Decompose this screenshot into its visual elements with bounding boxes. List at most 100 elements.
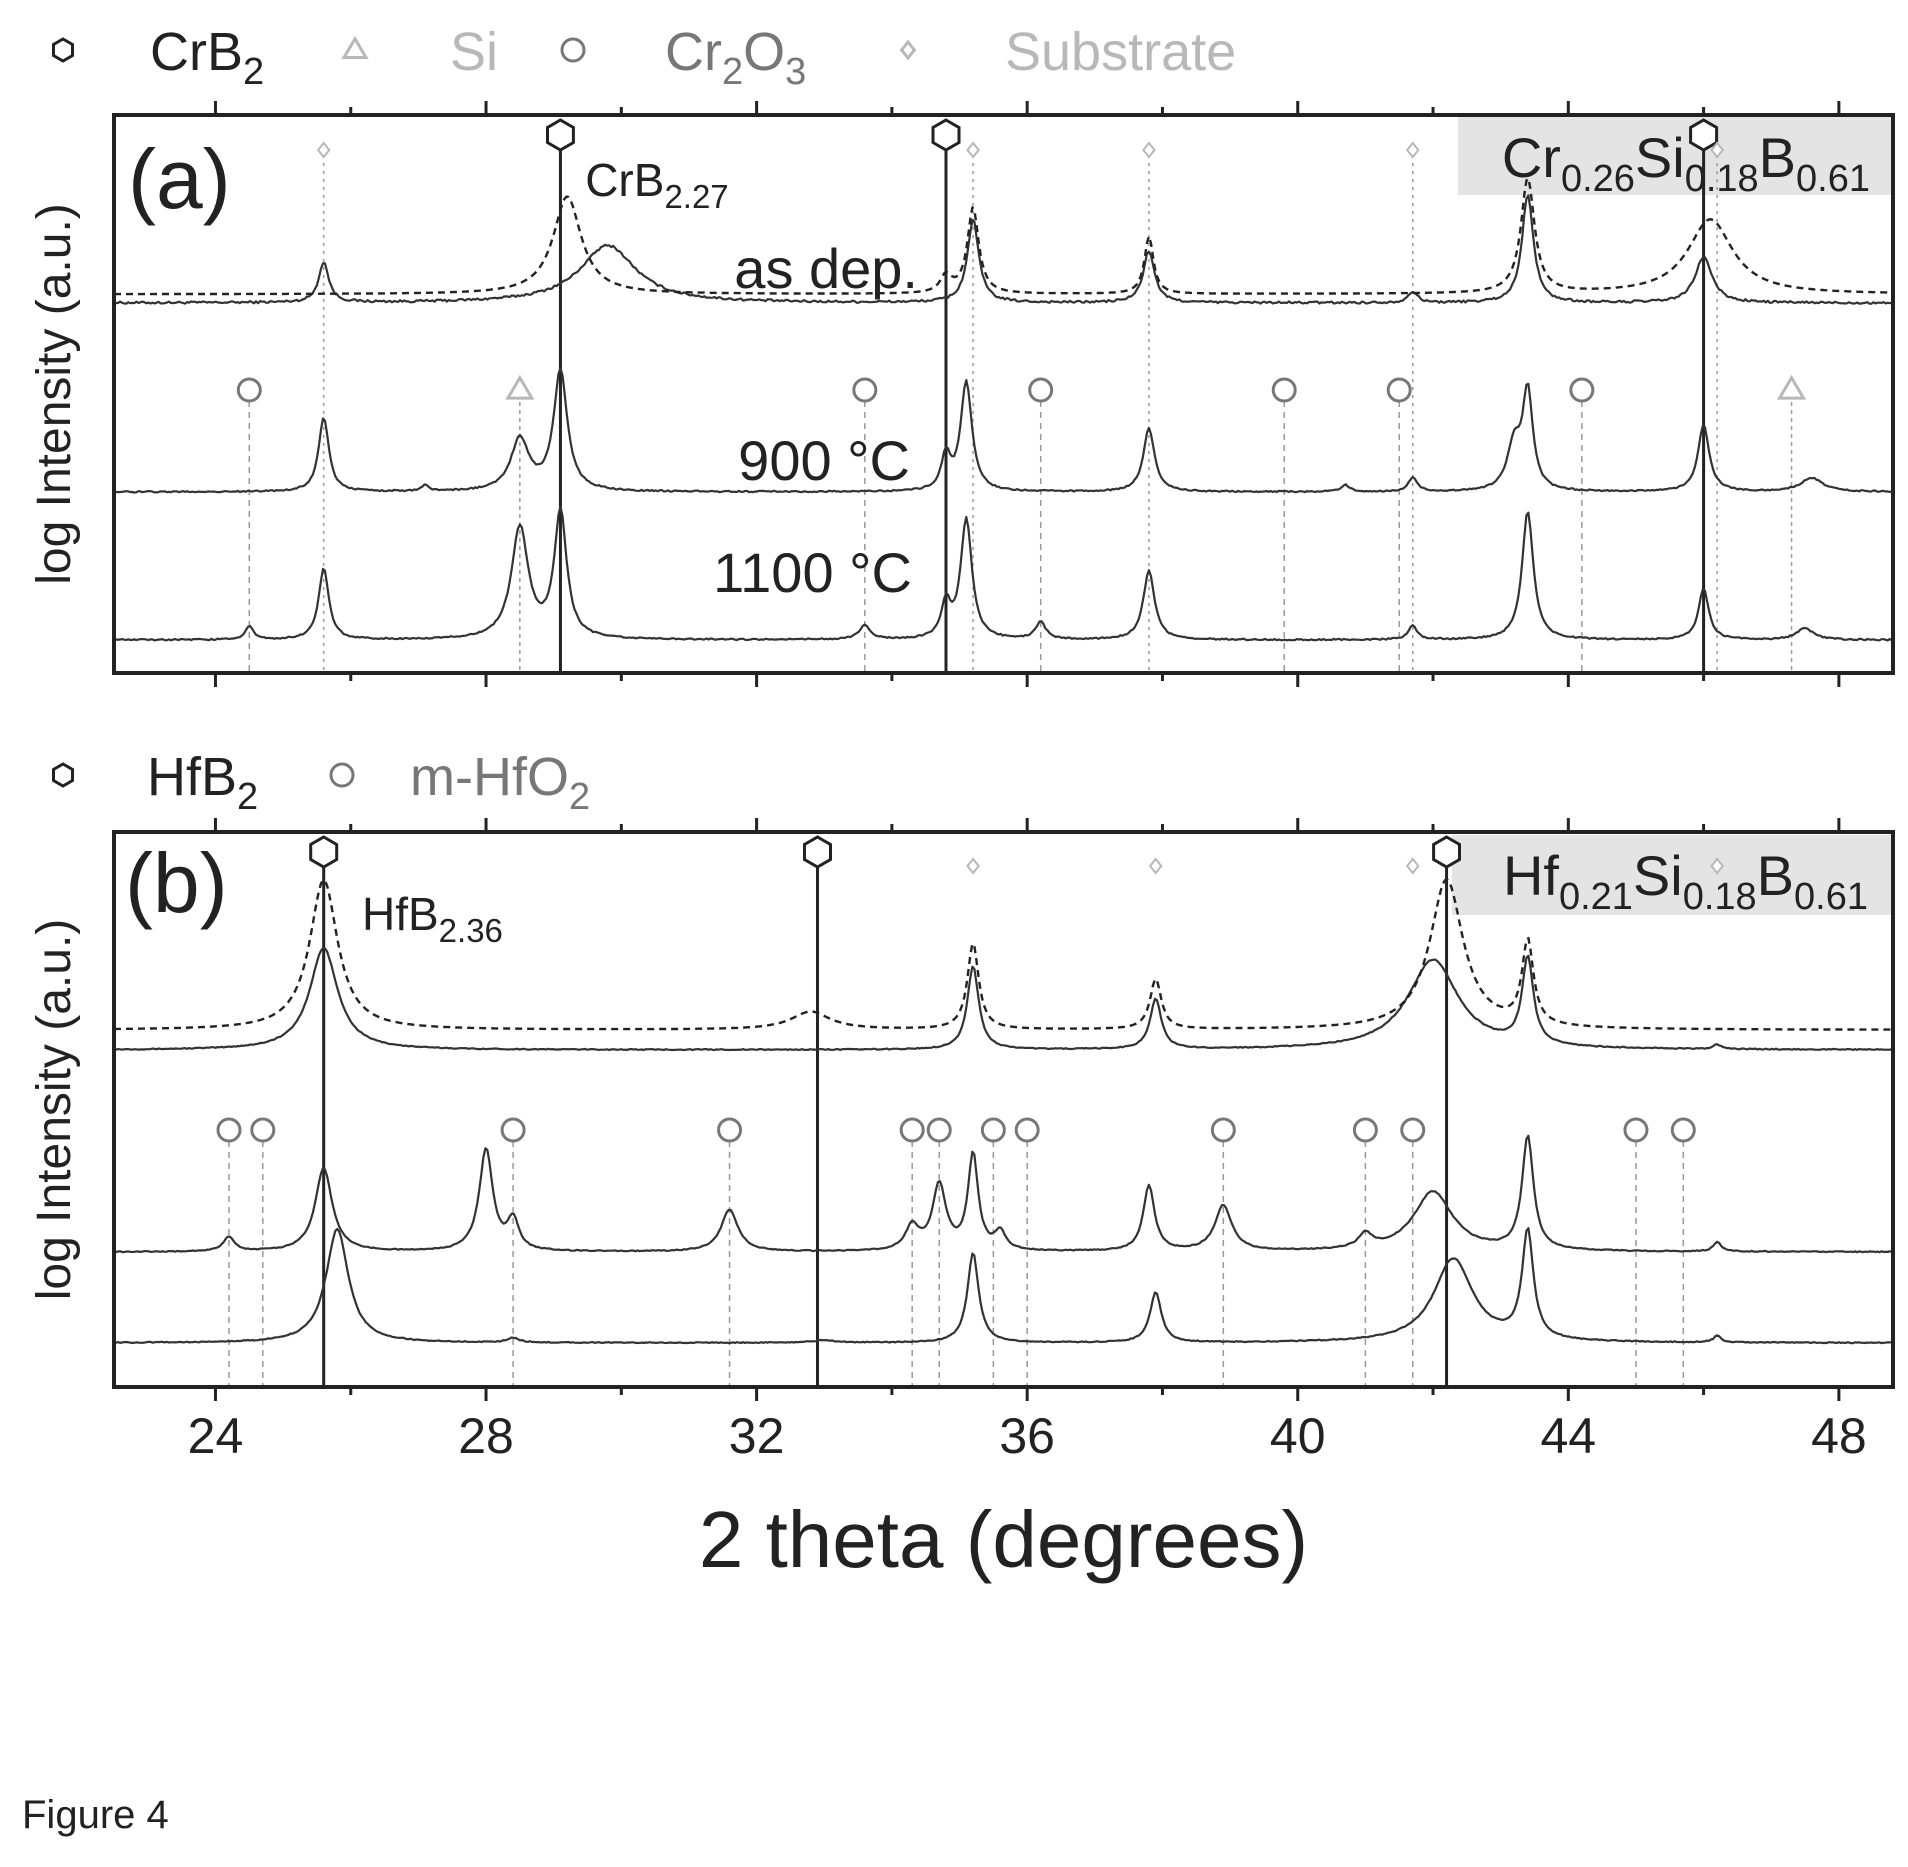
circle-marker xyxy=(560,37,586,63)
diamond-marker xyxy=(899,39,917,61)
series-line xyxy=(113,878,1892,1031)
plot-frame xyxy=(112,830,1895,1389)
legend-label: m-HfO2 xyxy=(410,747,590,818)
hexagon-marker xyxy=(52,762,74,788)
annotation-text: CrB xyxy=(585,154,664,206)
sample-subscript: 0.61 xyxy=(1796,158,1870,200)
legend-label-subscript: 2 xyxy=(237,776,258,818)
x-axis-label: 2 theta (degrees) xyxy=(699,1495,1308,1584)
diamond-marker xyxy=(1710,857,1725,875)
series-line xyxy=(113,1227,1892,1345)
circle-marker xyxy=(717,1117,743,1143)
circle-marker xyxy=(1400,1117,1426,1143)
legend-label-text: HfB xyxy=(147,747,237,807)
x-tick-label: 28 xyxy=(458,1408,514,1464)
diamond-marker xyxy=(1405,141,1420,159)
xrd-figure: CrB2 Si Cr2O3 Substrate Cr0.26Si0.18B0.61as… xyxy=(28,22,1895,1584)
diamond-marker xyxy=(1142,141,1156,159)
hexagon-marker xyxy=(309,835,339,869)
legend-label-text: CrB xyxy=(150,22,243,82)
circle-marker xyxy=(1271,377,1297,403)
triangle-marker xyxy=(505,374,535,400)
legend-label: Cr2O3 xyxy=(665,22,806,93)
diamond-marker xyxy=(1148,857,1163,875)
sample-composition-label: Cr0.26Si0.18B0.61 xyxy=(1502,126,1870,200)
legend-label: Substrate xyxy=(1005,22,1236,82)
sample-label-box xyxy=(1458,117,1893,195)
legend-label-subscript: 2 xyxy=(243,51,264,93)
legend-panel-b: HfB2 m-HfO2 xyxy=(52,747,590,818)
legend-label-subscript: 3 xyxy=(785,51,806,93)
legend-panel-a: CrB2 Si Cr2O3 Substrate xyxy=(52,22,1236,93)
diamond-marker xyxy=(1710,141,1725,159)
circle-marker xyxy=(1210,1117,1236,1143)
diamond-marker xyxy=(316,141,331,159)
circle-marker xyxy=(1028,377,1054,403)
legend-label-text: Si xyxy=(450,22,498,82)
hexagon-marker xyxy=(1432,835,1461,869)
phase-annotation: CrB2.27 xyxy=(585,154,728,215)
legend-label: HfB2 xyxy=(147,747,258,818)
annotation-text: HfB xyxy=(362,888,439,940)
sample-text: B xyxy=(1759,126,1796,189)
sample-text: B xyxy=(1757,844,1794,907)
circle-marker xyxy=(500,1117,526,1143)
circle-marker xyxy=(1670,1117,1696,1143)
sample-subscript: 0.21 xyxy=(1559,876,1633,918)
sample-text: Si xyxy=(1633,844,1683,907)
annotation-subscript: 2.36 xyxy=(439,912,503,949)
hexagon-marker xyxy=(52,37,74,63)
series-line xyxy=(114,177,1892,296)
hexagon-marker xyxy=(546,118,575,152)
series-line xyxy=(113,366,1892,494)
diamond-marker xyxy=(966,857,980,875)
sample-text: Cr xyxy=(1502,126,1561,189)
circle-marker xyxy=(899,1117,925,1143)
y-axis-label: log Intensity (a.u.) xyxy=(28,203,81,585)
phase-annotation: HfB2.36 xyxy=(362,888,503,949)
circle-marker xyxy=(980,1117,1006,1143)
x-tick-label: 40 xyxy=(1270,1408,1326,1464)
panel-label: (a) xyxy=(128,132,231,226)
circle-marker xyxy=(1569,377,1595,403)
x-tick-label: 36 xyxy=(999,1408,1055,1464)
series-label: 1100 °C xyxy=(713,541,912,604)
hexagon-marker xyxy=(1689,118,1719,152)
circle-marker xyxy=(329,762,355,788)
sample-text: Hf xyxy=(1503,844,1559,907)
diamond-marker xyxy=(1405,857,1420,875)
x-tick-label: 32 xyxy=(729,1408,785,1464)
legend-label-subscript: 2 xyxy=(722,51,743,93)
sample-subscript: 0.18 xyxy=(1685,158,1759,200)
series-line xyxy=(113,194,1892,305)
legend-label-text: m-HfO xyxy=(410,747,569,807)
hexagon-marker xyxy=(803,835,832,869)
legend-label: CrB2 xyxy=(150,22,264,93)
series-line xyxy=(113,1134,1892,1254)
x-tick-label: 44 xyxy=(1541,1408,1597,1464)
series-label: as dep. xyxy=(734,237,918,300)
sample-composition-label: Hf0.21Si0.18B0.61 xyxy=(1503,844,1868,918)
figure-caption: Figure 4 xyxy=(22,1793,169,1837)
legend-label-text: O xyxy=(743,22,785,82)
circle-marker xyxy=(1623,1117,1649,1143)
legend-label-text: Cr xyxy=(665,22,722,82)
circle-marker xyxy=(216,1117,242,1143)
x-tick-label: 24 xyxy=(188,1408,244,1464)
legend-label-subscript: 2 xyxy=(569,776,590,818)
legend-label: Si xyxy=(450,22,498,82)
sample-subscript: 0.18 xyxy=(1683,876,1757,918)
circle-marker xyxy=(1014,1117,1040,1143)
circle-marker xyxy=(1352,1117,1378,1143)
sample-subscript: 0.26 xyxy=(1561,158,1635,200)
sample-subscript: 0.61 xyxy=(1794,876,1868,918)
y-axis-label: log Intensity (a.u.) xyxy=(28,919,81,1301)
series-line xyxy=(113,505,1893,642)
series-line xyxy=(113,947,1892,1052)
panel-label: (b) xyxy=(125,836,228,930)
x-tick-label: 48 xyxy=(1811,1408,1867,1464)
circle-marker xyxy=(1386,377,1412,403)
plot-frame xyxy=(112,113,1895,675)
